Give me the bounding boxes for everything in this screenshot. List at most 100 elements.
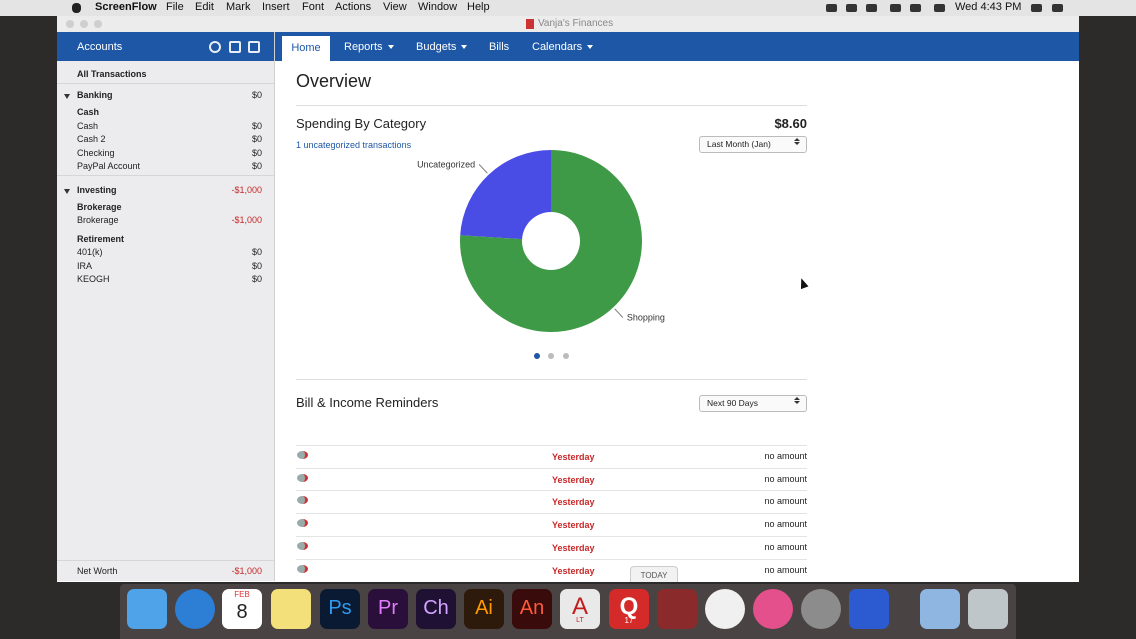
due-date[interactable]: Yesterday xyxy=(552,452,595,462)
sidebar-header xyxy=(57,32,274,61)
balance: $0 xyxy=(251,134,262,144)
sidebar-row[interactable]: Investing xyxy=(77,184,117,195)
period-select[interactable]: Last Month (Jan) xyxy=(699,136,807,153)
menu-item[interactable]: View xyxy=(383,1,407,13)
link[interactable]: 1 uncategorized transactions xyxy=(296,140,412,150)
amount: no amount xyxy=(764,541,807,552)
sidebar-row[interactable]: Checking xyxy=(77,147,115,158)
dock-calendar[interactable]: FEB 8 xyxy=(222,589,262,629)
sidebar-row[interactable]: 401(k) xyxy=(77,247,103,257)
menu-item[interactable]: Mark xyxy=(226,1,251,13)
menu-item[interactable]: Actions xyxy=(335,1,372,13)
dock-label: Ai xyxy=(475,597,493,619)
sidebar-row[interactable]: KEOGH xyxy=(77,274,110,284)
dock-finder[interactable] xyxy=(127,589,167,629)
dock-label: An xyxy=(519,597,545,619)
tab[interactable]: Reports xyxy=(344,41,394,53)
dock-label: 8 xyxy=(236,601,248,623)
sidebar-row: Brokerage xyxy=(77,201,122,212)
dock-photos[interactable] xyxy=(705,589,745,629)
amount: no amount xyxy=(764,496,807,507)
dock-preview[interactable] xyxy=(920,589,960,629)
dock-label: Pr xyxy=(378,597,398,619)
due-date[interactable]: Yesterday xyxy=(552,520,595,531)
divider xyxy=(296,445,807,446)
dock-itunes[interactable] xyxy=(753,589,793,629)
divider xyxy=(296,558,807,560)
dock-character[interactable]: Ch xyxy=(416,589,456,629)
dock-keynote[interactable] xyxy=(849,589,889,629)
disclosure[interactable] xyxy=(64,94,70,99)
sync-button[interactable] xyxy=(209,41,221,53)
reminder-icon xyxy=(297,451,308,459)
balance: -$1,000 xyxy=(231,184,262,195)
dock-quicken[interactable]: Q 17 xyxy=(609,589,649,629)
sidebar-title: Accounts xyxy=(77,41,123,53)
amount: no amount xyxy=(764,473,807,484)
add-button[interactable] xyxy=(229,41,241,53)
dock-illustrator[interactable]: Ai xyxy=(464,589,504,629)
window-button[interactable] xyxy=(94,20,102,28)
balance: $0 xyxy=(251,147,262,158)
menu-item[interactable]: File xyxy=(166,1,184,13)
due-date[interactable]: Yesterday xyxy=(552,497,595,508)
dock-label: Ps xyxy=(328,597,352,619)
status-icon xyxy=(910,4,921,12)
disclosure[interactable] xyxy=(64,188,70,194)
menu-item[interactable]: Font xyxy=(302,1,325,13)
due-date[interactable]: Yesterday xyxy=(552,542,595,553)
divider xyxy=(296,467,807,469)
dock-trash[interactable] xyxy=(968,589,1008,629)
reminder-icon xyxy=(297,473,308,482)
dock-label: LT xyxy=(576,617,584,624)
sidebar-row[interactable]: Banking xyxy=(77,90,113,100)
period-select[interactable]: Next 90 Days xyxy=(699,395,807,412)
dock-label: 17 xyxy=(624,616,634,625)
sidebar-row[interactable]: Brokerage xyxy=(77,215,119,225)
menu-item[interactable]: Edit xyxy=(195,1,214,13)
sidebar: Accounts All Transactions Banking $0 Cash Cas… xyxy=(57,32,275,581)
page-title: Overview xyxy=(296,71,372,91)
status-icon xyxy=(890,4,901,12)
tab[interactable]: Budgets xyxy=(416,41,467,53)
sidebar-row[interactable]: Cash xyxy=(77,120,99,131)
sidebar-row[interactable]: PayPal Account xyxy=(77,161,141,171)
menu-item[interactable]: Window xyxy=(418,1,458,13)
sidebar-row[interactable]: All Transactions xyxy=(77,69,147,79)
app-menu[interactable]: ScreenFlow xyxy=(95,1,157,13)
divider xyxy=(296,379,807,380)
dock-label: Q xyxy=(619,593,639,620)
dock-label: A xyxy=(571,593,588,620)
dock-photoshop[interactable]: Ps xyxy=(320,589,360,629)
due-date[interactable]: Yesterday xyxy=(552,565,595,576)
reminder-icon xyxy=(297,519,308,528)
sidebar-row[interactable]: IRA xyxy=(77,260,93,271)
window-button[interactable] xyxy=(80,20,88,28)
menu-item[interactable]: Insert xyxy=(262,1,290,13)
menu-item[interactable]: Help xyxy=(467,1,490,13)
section-title: Bill & Income Reminders xyxy=(296,395,439,410)
tab[interactable]: Home xyxy=(282,36,330,61)
section-title: Spending By Category xyxy=(296,116,427,131)
divider xyxy=(296,513,807,515)
status-icon xyxy=(1052,4,1063,12)
dock-photo-booth[interactable] xyxy=(657,589,697,629)
dock-notes[interactable] xyxy=(271,589,311,629)
sidebar-row: Net Worth xyxy=(77,566,118,576)
dock-label: FEB xyxy=(234,590,250,599)
divider xyxy=(57,83,274,84)
tab[interactable]: Bills xyxy=(489,41,510,53)
dock-system-prefs[interactable] xyxy=(801,589,841,629)
dock-animate[interactable]: An xyxy=(512,589,552,629)
status-icon xyxy=(846,4,857,12)
today-tab[interactable]: TODAY xyxy=(630,566,678,582)
dock-premiere[interactable]: Pr xyxy=(368,589,408,629)
due-date[interactable]: Yesterday xyxy=(552,474,595,485)
dock-acrobat[interactable]: A LT xyxy=(560,589,600,629)
window-button[interactable] xyxy=(66,20,74,28)
sidebar-row[interactable]: Cash 2 xyxy=(77,134,106,144)
tab[interactable]: Calendars xyxy=(532,41,593,53)
more-button[interactable] xyxy=(248,41,260,53)
dock-safari[interactable] xyxy=(175,589,215,629)
divider xyxy=(57,560,274,561)
